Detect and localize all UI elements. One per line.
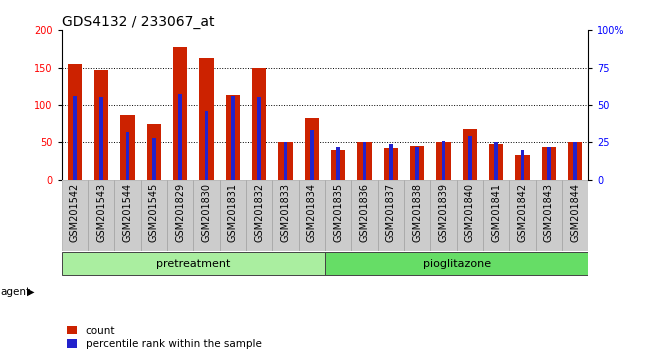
Bar <box>384 148 398 180</box>
Bar <box>489 144 503 180</box>
Bar <box>205 111 209 180</box>
Bar <box>325 252 588 275</box>
Bar <box>167 180 194 251</box>
Bar <box>410 146 424 180</box>
Bar <box>331 150 345 180</box>
Text: GSM201544: GSM201544 <box>123 183 133 242</box>
Bar <box>389 144 393 180</box>
Legend: count, percentile rank within the sample: count, percentile rank within the sample <box>67 326 261 349</box>
Bar <box>521 150 525 180</box>
Text: GSM201840: GSM201840 <box>465 183 474 242</box>
Text: GSM201844: GSM201844 <box>570 183 580 242</box>
Bar <box>456 180 483 251</box>
Bar <box>125 132 129 180</box>
Bar <box>226 95 240 180</box>
Bar <box>494 142 498 180</box>
Text: GSM201835: GSM201835 <box>333 183 343 242</box>
Bar <box>147 124 161 180</box>
Bar <box>120 115 135 180</box>
Bar <box>573 142 577 180</box>
Bar <box>336 147 340 180</box>
Bar <box>73 96 77 180</box>
Text: GSM201542: GSM201542 <box>70 183 80 242</box>
Text: GSM201839: GSM201839 <box>439 183 448 242</box>
Bar <box>178 95 182 180</box>
Text: GSM201543: GSM201543 <box>96 183 106 242</box>
Bar <box>278 142 292 180</box>
Bar <box>299 180 325 251</box>
Text: agent: agent <box>1 287 31 297</box>
Bar <box>515 155 530 180</box>
Bar <box>305 119 319 180</box>
Bar <box>140 180 167 251</box>
Text: GSM201831: GSM201831 <box>228 183 238 242</box>
Text: GSM201830: GSM201830 <box>202 183 211 242</box>
Text: GSM201838: GSM201838 <box>412 183 422 242</box>
Text: pioglitazone: pioglitazone <box>422 259 491 269</box>
Bar <box>152 138 156 180</box>
Bar <box>358 142 372 180</box>
Bar <box>88 180 114 251</box>
Bar <box>62 252 325 275</box>
Bar <box>568 142 582 180</box>
Bar <box>363 142 367 180</box>
Bar <box>310 130 314 180</box>
Bar <box>114 180 141 251</box>
Text: GSM201834: GSM201834 <box>307 183 317 242</box>
Text: GSM201832: GSM201832 <box>254 183 264 242</box>
Bar <box>252 68 266 180</box>
Bar <box>510 180 536 251</box>
Bar <box>220 180 246 251</box>
Bar <box>562 180 588 251</box>
Text: GSM201837: GSM201837 <box>386 183 396 242</box>
Bar <box>404 180 430 251</box>
Bar <box>541 147 556 180</box>
Bar <box>283 142 287 180</box>
Text: GSM201545: GSM201545 <box>149 183 159 242</box>
Bar <box>272 180 299 251</box>
Bar <box>468 136 472 180</box>
Bar <box>99 97 103 180</box>
Bar <box>246 180 272 251</box>
Bar <box>415 147 419 180</box>
Text: GSM201841: GSM201841 <box>491 183 501 242</box>
Bar <box>94 70 109 180</box>
Text: GSM201833: GSM201833 <box>281 183 291 242</box>
Text: ▶: ▶ <box>27 287 35 297</box>
Bar <box>463 129 477 180</box>
Bar <box>441 141 445 180</box>
Text: GSM201842: GSM201842 <box>517 183 527 242</box>
Text: GSM201836: GSM201836 <box>359 183 369 242</box>
Bar <box>194 180 220 251</box>
Bar <box>68 64 82 180</box>
Text: pretreatment: pretreatment <box>156 259 231 269</box>
Bar <box>436 142 450 180</box>
Text: GDS4132 / 233067_at: GDS4132 / 233067_at <box>62 15 214 29</box>
Bar <box>483 180 510 251</box>
Bar <box>430 180 457 251</box>
Text: GSM201829: GSM201829 <box>176 183 185 242</box>
Bar <box>231 96 235 180</box>
Bar <box>352 180 378 251</box>
Bar <box>536 180 562 251</box>
Bar <box>257 97 261 180</box>
Bar <box>547 147 551 180</box>
Bar <box>200 58 214 180</box>
Bar <box>173 47 187 180</box>
Text: GSM201843: GSM201843 <box>544 183 554 242</box>
Bar <box>62 180 88 251</box>
Bar <box>325 180 351 251</box>
Bar <box>378 180 404 251</box>
